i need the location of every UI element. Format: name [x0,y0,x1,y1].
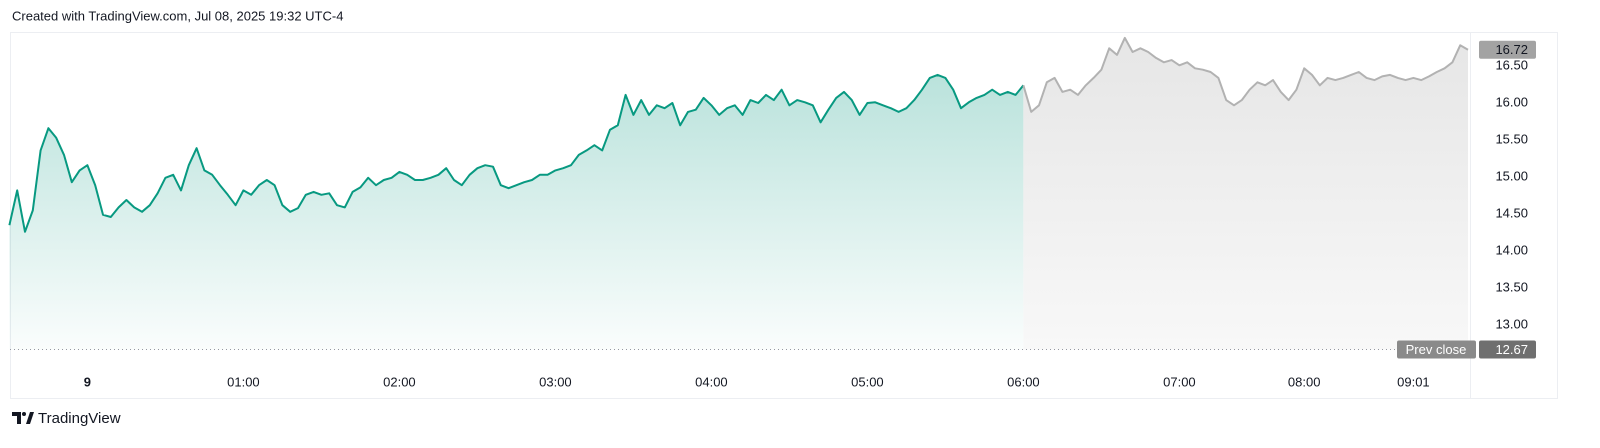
y-tick-label: 13.50 [1495,280,1528,295]
x-tick-label: 04:00 [695,374,728,389]
logo [12,412,34,424]
x-tick-label: 09:01 [1397,374,1430,389]
header: Created with TradingView.com, Jul 08, 20… [12,8,343,23]
prev-close-tag [1397,340,1476,359]
y-tick-label: 16.50 [1495,57,1528,72]
prev-close-value: 12.67 [1495,342,1528,357]
frame [10,32,1558,399]
x-tick-label: 01:00 [227,374,260,389]
prev-close-box [1479,340,1536,359]
last-price-label: 16.72 [1495,42,1528,57]
prev-close-title: Prev close [1406,342,1467,357]
price-line [8,73,1025,233]
x-tick-label: 05:00 [851,374,884,389]
y-tick-label: 14.00 [1495,243,1528,258]
x-tick-label: 06:00 [1007,374,1040,389]
area-fill [9,74,1024,350]
x-tick-label: 03:00 [539,374,572,389]
price-line [1022,36,1469,113]
y-tick-label: 15.50 [1495,131,1528,146]
x-tick-label: 07:00 [1163,374,1196,389]
x-tick-label: 08:00 [1288,374,1321,389]
y-tick-label: 14.50 [1495,205,1528,220]
y-tick-label: 16.00 [1495,94,1528,109]
x-tick-label: 9 [84,374,91,389]
area-fill [1023,37,1468,350]
y-tick-label: 13.00 [1495,317,1528,332]
x-tick-label: 02:00 [383,374,416,389]
last-price-box [1479,40,1536,59]
y-tick-label: 15.00 [1495,168,1528,183]
footer-brand: TradingView [38,410,121,427]
